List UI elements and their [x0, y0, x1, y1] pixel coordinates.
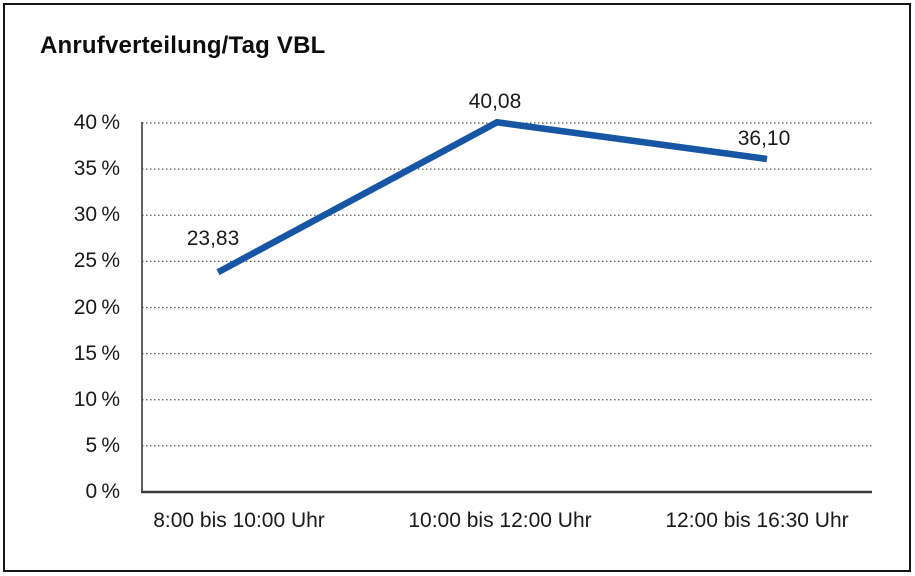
- data-line: [216, 118, 768, 276]
- y-tick-label: 35 %: [73, 157, 120, 181]
- y-tick-label: 15 %: [73, 341, 120, 365]
- data-point-label: 36,10: [737, 126, 791, 150]
- chart-frame-border: [3, 3, 911, 572]
- x-category-label: 8:00 bis 10:00 Uhr: [153, 509, 325, 532]
- y-tick-label: 40 %: [73, 111, 120, 134]
- y-tick-label: 30 %: [73, 203, 120, 227]
- y-tick-label: 10 %: [73, 387, 120, 411]
- y-tick-label: 5 %: [85, 433, 120, 457]
- y-tick-label: 25 %: [73, 249, 120, 273]
- x-category-label: 10:00 bis 12:00 Uhr: [408, 509, 592, 532]
- x-category-label: 12:00 bis 16:30 Uhr: [665, 509, 849, 532]
- y-tick-label: 0 %: [85, 480, 120, 503]
- y-tick-label: 20 %: [73, 295, 120, 319]
- data-point-label: 23,83: [186, 227, 240, 251]
- data-point-label: 40,08: [468, 90, 522, 114]
- chart-title: Anrufverteilung/Tag VBL: [40, 32, 326, 59]
